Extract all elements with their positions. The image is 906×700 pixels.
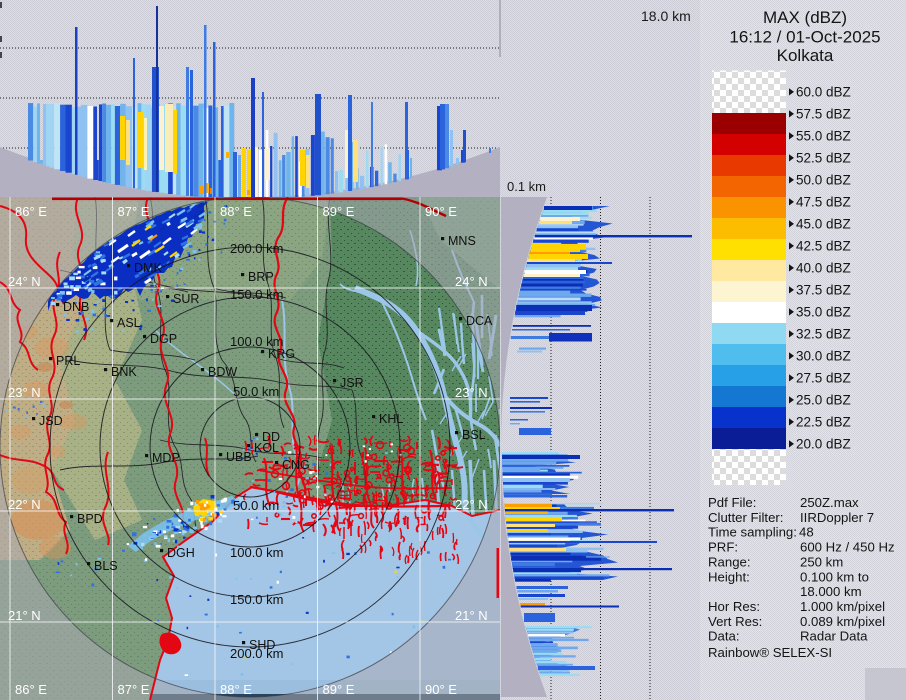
svg-text:48: 48: [799, 525, 814, 540]
svg-text:BNK: BNK: [111, 365, 137, 379]
svg-text:DGP: DGP: [150, 332, 177, 346]
svg-text:87° E: 87° E: [118, 682, 150, 697]
svg-text:90° E: 90° E: [425, 204, 457, 219]
svg-text:20.0 dBZ: 20.0 dBZ: [796, 437, 851, 452]
svg-text:40.0 dBZ: 40.0 dBZ: [796, 261, 851, 276]
svg-text:30.0 dBZ: 30.0 dBZ: [796, 349, 851, 364]
svg-text:50.0 dBZ: 50.0 dBZ: [796, 173, 851, 188]
svg-text:18.000 km: 18.000 km: [800, 584, 862, 599]
svg-text:200.0 km: 200.0 km: [230, 646, 283, 661]
svg-text:90° E: 90° E: [425, 682, 457, 697]
svg-text:Radar Data: Radar Data: [800, 629, 868, 644]
svg-text:600 Hz / 450 Hz: 600 Hz / 450 Hz: [800, 540, 895, 555]
svg-text:Pdf File:: Pdf File:: [708, 495, 756, 510]
svg-text:22° N: 22° N: [455, 497, 488, 512]
svg-text:Height:: Height:: [708, 569, 750, 584]
svg-text:150.0 km: 150.0 km: [230, 287, 283, 302]
svg-text:57.5 dBZ: 57.5 dBZ: [796, 107, 851, 122]
svg-text:23° N: 23° N: [8, 385, 41, 400]
svg-text:24° N: 24° N: [8, 274, 41, 289]
svg-text:42.5 dBZ: 42.5 dBZ: [796, 239, 851, 254]
svg-text:23° N: 23° N: [455, 385, 488, 400]
svg-text:52.5 dBZ: 52.5 dBZ: [796, 151, 851, 166]
svg-text:BSL: BSL: [462, 428, 486, 442]
svg-text:47.5 dBZ: 47.5 dBZ: [796, 195, 851, 210]
svg-text:CNG: CNG: [282, 458, 310, 472]
svg-text:60.0 dBZ: 60.0 dBZ: [796, 85, 851, 100]
svg-text:88° E: 88° E: [220, 682, 252, 697]
svg-text:IIRDoppler 7: IIRDoppler 7: [800, 510, 874, 525]
svg-text:JSR: JSR: [340, 376, 364, 390]
svg-text:1.000 km/pixel: 1.000 km/pixel: [800, 599, 885, 614]
svg-text:KHL: KHL: [379, 412, 403, 426]
svg-text:Rainbow® SELEX-SI: Rainbow® SELEX-SI: [708, 645, 832, 660]
svg-text:BDW: BDW: [208, 365, 237, 379]
svg-text:SHD: SHD: [249, 638, 275, 652]
svg-text:PRL: PRL: [56, 354, 80, 368]
svg-text:86° E: 86° E: [15, 204, 47, 219]
svg-text:25.0 dBZ: 25.0 dBZ: [796, 393, 851, 408]
svg-text:100.0 km: 100.0 km: [230, 545, 283, 560]
svg-text:Clutter Filter:: Clutter Filter:: [708, 510, 783, 525]
svg-text:DMK: DMK: [134, 261, 162, 275]
svg-text:Time sampling:: Time sampling:: [708, 525, 797, 540]
svg-text:16:12 / 01-Oct-2025: 16:12 / 01-Oct-2025: [729, 28, 880, 47]
svg-text:Data:: Data:: [708, 629, 740, 644]
svg-text:Kolkata: Kolkata: [777, 46, 834, 65]
svg-text:100.0 km: 100.0 km: [230, 334, 283, 349]
svg-text:86° E: 86° E: [15, 682, 47, 697]
svg-text:MAX (dBZ): MAX (dBZ): [763, 8, 847, 27]
svg-text:SUR: SUR: [173, 292, 199, 306]
svg-text:DCA: DCA: [466, 314, 493, 328]
svg-text:150.0 km: 150.0 km: [230, 592, 283, 607]
svg-text:Range:: Range:: [708, 554, 751, 569]
svg-text:BRP: BRP: [248, 270, 274, 284]
svg-text:Hor Res:: Hor Res:: [708, 599, 760, 614]
svg-text:27.5 dBZ: 27.5 dBZ: [796, 371, 851, 386]
svg-text:24° N: 24° N: [455, 274, 488, 289]
svg-text:UBB: UBB: [226, 450, 252, 464]
svg-text:21° N: 21° N: [455, 608, 488, 623]
svg-text:89° E: 89° E: [323, 204, 355, 219]
svg-text:21° N: 21° N: [8, 608, 41, 623]
svg-text:35.0 dBZ: 35.0 dBZ: [796, 305, 851, 320]
svg-text:MDP: MDP: [152, 451, 180, 465]
svg-text:BPD: BPD: [77, 512, 103, 526]
svg-text:DGH: DGH: [167, 546, 195, 560]
svg-text:32.5 dBZ: 32.5 dBZ: [796, 327, 851, 342]
svg-text:250Z.max: 250Z.max: [800, 495, 859, 510]
svg-text:0.089 km/pixel: 0.089 km/pixel: [800, 614, 885, 629]
svg-text:18.0 km: 18.0 km: [641, 8, 691, 24]
svg-text:KOL: KOL: [254, 441, 279, 455]
svg-text:PRF:: PRF:: [708, 540, 738, 555]
svg-text:MNS: MNS: [448, 234, 476, 248]
svg-text:88° E: 88° E: [220, 204, 252, 219]
svg-text:50.0 km: 50.0 km: [233, 498, 279, 513]
svg-text:87° E: 87° E: [118, 204, 150, 219]
svg-text:22° N: 22° N: [8, 497, 41, 512]
svg-text:Vert Res:: Vert Res:: [708, 614, 762, 629]
svg-text:JSD: JSD: [39, 414, 63, 428]
svg-text:0.1 km: 0.1 km: [507, 179, 546, 194]
svg-text:55.0 dBZ: 55.0 dBZ: [796, 129, 851, 144]
svg-text:250 km: 250 km: [800, 554, 843, 569]
svg-text:200.0 km: 200.0 km: [230, 241, 283, 256]
svg-text:DNB: DNB: [63, 300, 89, 314]
svg-text:22.5 dBZ: 22.5 dBZ: [796, 415, 851, 430]
svg-text:ASL: ASL: [117, 316, 141, 330]
svg-text:45.0 dBZ: 45.0 dBZ: [796, 217, 851, 232]
svg-text:37.5 dBZ: 37.5 dBZ: [796, 283, 851, 298]
svg-text:89° E: 89° E: [323, 682, 355, 697]
svg-text:BLS: BLS: [94, 559, 118, 573]
svg-text:DD: DD: [262, 430, 280, 444]
svg-text:KRG: KRG: [268, 347, 295, 361]
svg-text:50.0 km: 50.0 km: [233, 384, 279, 399]
svg-text:0.100 km to: 0.100 km to: [800, 569, 869, 584]
